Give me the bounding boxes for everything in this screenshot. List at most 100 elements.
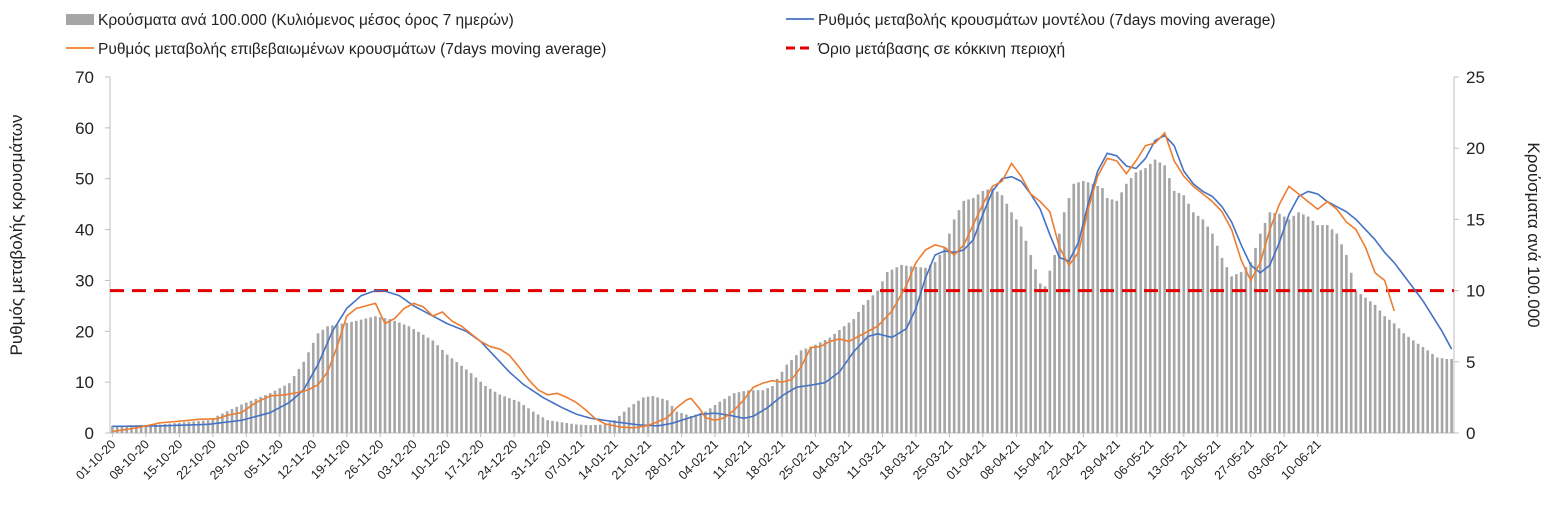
- legend-label-model: Ρυθμός μεταβολής κρουσμάτων μοντέλου (7d…: [818, 12, 1276, 29]
- bar: [163, 424, 167, 433]
- bar: [503, 396, 506, 433]
- model-line: [112, 134, 1453, 428]
- bar: [1244, 267, 1248, 433]
- bar: [995, 191, 999, 433]
- bar: [469, 373, 473, 433]
- bar: [871, 295, 875, 433]
- bar: [1325, 225, 1329, 433]
- bar: [637, 400, 640, 433]
- bar: [1110, 199, 1114, 433]
- bar: [972, 198, 975, 433]
- bar: [431, 340, 435, 433]
- bar: [718, 401, 722, 433]
- bar: [398, 322, 401, 433]
- bar: [1196, 215, 1200, 433]
- bar: [641, 397, 645, 433]
- bar: [828, 337, 832, 433]
- bar: [307, 352, 310, 433]
- bar: [1048, 270, 1052, 433]
- bar: [1254, 247, 1257, 433]
- bar: [1349, 272, 1353, 433]
- bar: [1172, 190, 1176, 433]
- bar: [364, 318, 368, 433]
- bar: [508, 398, 511, 433]
- bar: [866, 300, 870, 433]
- y2-tick-label: 10: [1466, 282, 1485, 301]
- bar: [1067, 198, 1071, 433]
- bar: [1177, 193, 1181, 433]
- bar: [1249, 262, 1253, 433]
- x-tick-labels: 01-10-2008-10-2015-10-2022-10-2029-10-20…: [73, 433, 1324, 483]
- bar: [488, 388, 492, 433]
- bar: [1378, 310, 1382, 433]
- bar: [340, 323, 344, 433]
- bar: [775, 378, 779, 433]
- bar: [1273, 212, 1276, 433]
- bar: [197, 421, 200, 433]
- bar: [1445, 358, 1449, 433]
- bar: [321, 329, 325, 433]
- bar: [948, 233, 951, 433]
- bar: [790, 359, 793, 433]
- bar: [876, 290, 879, 433]
- bar: [632, 404, 636, 433]
- y2-tick-label: 15: [1466, 210, 1485, 229]
- bar: [986, 189, 989, 433]
- bar: [852, 319, 856, 433]
- bar: [1402, 333, 1406, 433]
- bar: [149, 424, 152, 433]
- bar: [1235, 274, 1238, 433]
- bar: [1144, 168, 1147, 433]
- bar: [158, 424, 162, 433]
- bar: [1211, 233, 1214, 433]
- legend-label-threshold: Όριο μετάβασης σε κόκκινη περιοχή: [817, 41, 1065, 58]
- bar: [1321, 225, 1324, 433]
- bar: [771, 386, 774, 433]
- bar: [981, 190, 985, 433]
- bar: [818, 342, 822, 433]
- bar: [441, 349, 444, 433]
- bar: [905, 265, 908, 433]
- bar: [245, 402, 248, 433]
- bar: [962, 200, 966, 433]
- bar: [115, 425, 119, 433]
- bar: [890, 269, 894, 433]
- bar: [584, 424, 588, 433]
- bar: [1029, 255, 1033, 433]
- bar: [1450, 358, 1453, 433]
- bar: [780, 371, 784, 433]
- bar: [1373, 304, 1377, 433]
- bar: [1282, 216, 1286, 433]
- y-tick-label: 60: [75, 119, 94, 138]
- bar: [1230, 276, 1233, 433]
- bar: [206, 420, 210, 433]
- bar: [598, 424, 602, 433]
- bar: [192, 421, 196, 433]
- bar: [154, 424, 157, 433]
- bar: [527, 408, 530, 433]
- bar: [522, 404, 526, 433]
- bar: [661, 398, 664, 433]
- bar: [1239, 272, 1243, 433]
- bar: [302, 361, 306, 433]
- bar: [1292, 215, 1296, 433]
- bar: [216, 415, 219, 433]
- bar: [1225, 267, 1229, 433]
- y2-tick-label: 25: [1466, 68, 1485, 87]
- bar: [369, 317, 372, 433]
- bar: [651, 395, 655, 433]
- bar: [618, 415, 621, 433]
- bar: [1364, 297, 1367, 433]
- bar: [742, 391, 746, 433]
- bar: [570, 423, 573, 433]
- legend: Κρούσματα ανά 100.000 (Κυλιόμενος μέσος …: [66, 12, 1276, 58]
- bar: [1268, 212, 1272, 433]
- bar: [976, 194, 980, 433]
- bar: [168, 423, 172, 433]
- bar: [235, 406, 239, 433]
- bar: [326, 326, 329, 433]
- bar: [991, 188, 994, 433]
- bar: [421, 334, 425, 433]
- bar: [1010, 212, 1013, 433]
- bar: [603, 424, 607, 433]
